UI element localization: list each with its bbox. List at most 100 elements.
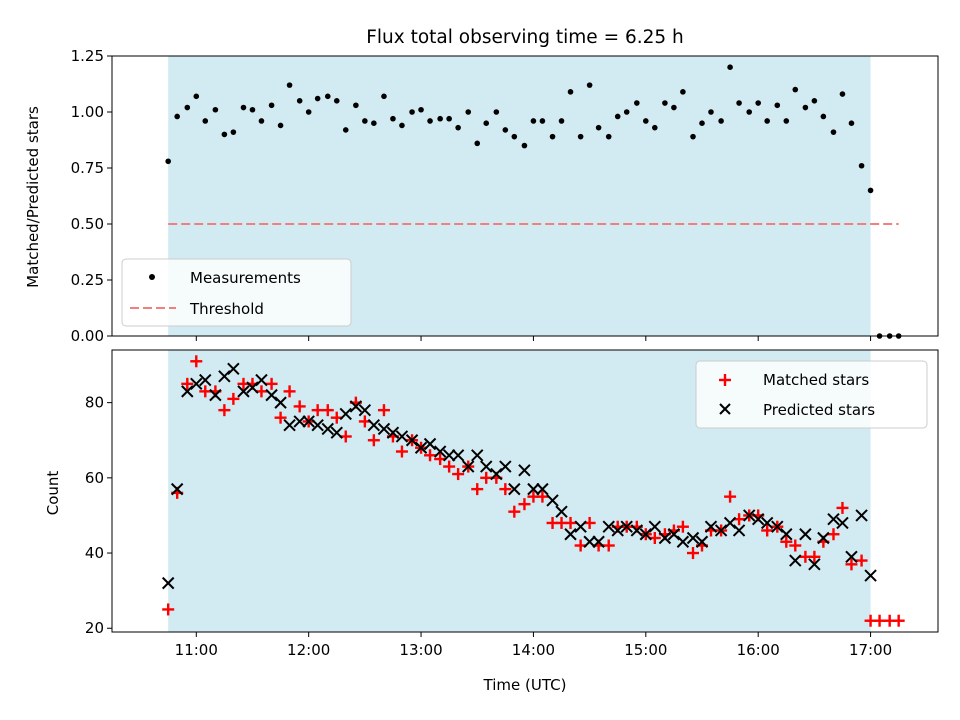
predicted-star-point — [246, 381, 259, 394]
matched-star-point — [836, 501, 849, 514]
measurement-point — [839, 91, 846, 97]
xtick-label: 13:00 — [399, 641, 442, 659]
matched-star-point — [293, 400, 306, 413]
predicted-star-point — [423, 437, 437, 451]
predicted-star-point — [620, 520, 633, 533]
measurement-point — [174, 113, 180, 120]
predicted-star-point — [170, 482, 184, 496]
predicted-star-point — [780, 528, 793, 541]
predicted-star-point — [293, 415, 306, 428]
measurement-point — [483, 120, 490, 126]
xtick-label: 14:00 — [512, 641, 555, 659]
predicted-star-point — [339, 407, 352, 421]
count-axes-frame — [111, 349, 939, 633]
matched-star-point — [724, 490, 737, 503]
measurement-point — [427, 118, 433, 124]
measurement-point — [314, 95, 321, 102]
predicted-star-point — [574, 520, 587, 533]
measurement-point — [727, 64, 733, 70]
xtick-label: 17:00 — [849, 641, 892, 659]
measurement-point — [718, 118, 724, 124]
predicted-star-point — [181, 385, 194, 398]
matched-star-point — [199, 385, 212, 398]
ratio-ytick-label: 0.00 — [71, 327, 104, 345]
predicted-star-point — [395, 430, 409, 443]
measurement-point — [802, 104, 809, 111]
matched-star-point — [564, 516, 577, 529]
ratio-y-ticks: 0.00 0.25 0.50 0.75 1.00 1.25 — [71, 47, 112, 345]
predicted-star-point — [462, 460, 475, 473]
measurement-point — [409, 109, 415, 115]
matched-star-point — [536, 490, 549, 503]
matched-star-point — [602, 539, 615, 552]
predicted-star-point — [536, 482, 549, 496]
predicted-star-point — [311, 418, 324, 432]
measurement-point — [240, 104, 247, 111]
measurement-point — [371, 120, 377, 126]
matched-star-point — [676, 520, 689, 533]
matched-star-point — [780, 535, 793, 548]
matched-star-point — [808, 550, 821, 563]
matched-star-point — [321, 404, 334, 417]
matched-star-point — [424, 449, 437, 462]
matched-star-point — [508, 505, 521, 518]
matched-star-point — [283, 385, 296, 398]
predicted-star-point — [611, 524, 624, 537]
predicted-star-point — [808, 558, 821, 571]
matched-star-point — [181, 377, 194, 390]
predicted-star-point — [321, 422, 334, 436]
count-legend: Matched stars Predicted stars — [695, 360, 928, 429]
count-ytick-label: 80 — [85, 394, 104, 412]
matched-star-point — [789, 539, 802, 552]
measurement-point — [390, 115, 396, 122]
measurement-point — [202, 118, 209, 124]
predicted-stars-points — [161, 362, 877, 590]
predicted-star-point — [676, 535, 690, 548]
measurement-point — [811, 98, 818, 104]
measurement-point — [643, 118, 649, 124]
predicted-star-point — [480, 460, 493, 473]
legend-predicted-marker — [719, 403, 731, 415]
count-y-ticks: 20 40 60 80 — [85, 394, 112, 637]
predicted-star-point — [742, 509, 756, 522]
predicted-star-point — [386, 426, 400, 439]
matched-star-point — [480, 471, 493, 484]
measurement-point — [652, 124, 658, 131]
ratio-ytick-label: 1.00 — [71, 103, 104, 121]
measurement-point — [249, 106, 256, 113]
predicted-star-point — [648, 520, 662, 533]
measurement-point — [558, 118, 565, 124]
count-ytick-label: 60 — [85, 469, 104, 487]
measurement-point — [595, 124, 602, 131]
predicted-star-point — [751, 512, 765, 526]
measurement-point — [662, 100, 668, 106]
predicted-star-point — [592, 535, 605, 548]
matched-star-point — [471, 483, 484, 496]
matched-star-point — [265, 377, 278, 390]
predicted-star-point — [855, 509, 868, 522]
predicted-star-point — [827, 512, 840, 526]
xtick-label: 12:00 — [287, 641, 330, 659]
predicted-star-point — [771, 520, 784, 533]
matched-star-point — [518, 498, 531, 511]
matched-star-point — [761, 524, 774, 537]
predicted-star-point — [836, 516, 849, 530]
predicted-star-point — [508, 482, 521, 496]
predicted-star-point — [405, 434, 419, 447]
measurement-point — [755, 100, 761, 106]
predicted-star-point — [442, 449, 456, 462]
predicted-star-point — [218, 370, 231, 383]
measurement-point — [455, 124, 461, 131]
measurement-points — [165, 64, 902, 339]
measurement-point — [530, 118, 537, 124]
measurement-point — [165, 158, 171, 165]
measurement-point — [746, 109, 752, 115]
measurement-point — [502, 127, 509, 133]
matched-stars-points — [162, 355, 905, 627]
ratio-legend: Measurements Threshold — [121, 258, 352, 327]
matched-star-point — [367, 434, 380, 447]
legend-matched-marker — [719, 374, 731, 386]
predicted-star-point — [451, 449, 465, 462]
predicted-star-point — [686, 531, 700, 545]
measurement-point — [362, 118, 368, 124]
